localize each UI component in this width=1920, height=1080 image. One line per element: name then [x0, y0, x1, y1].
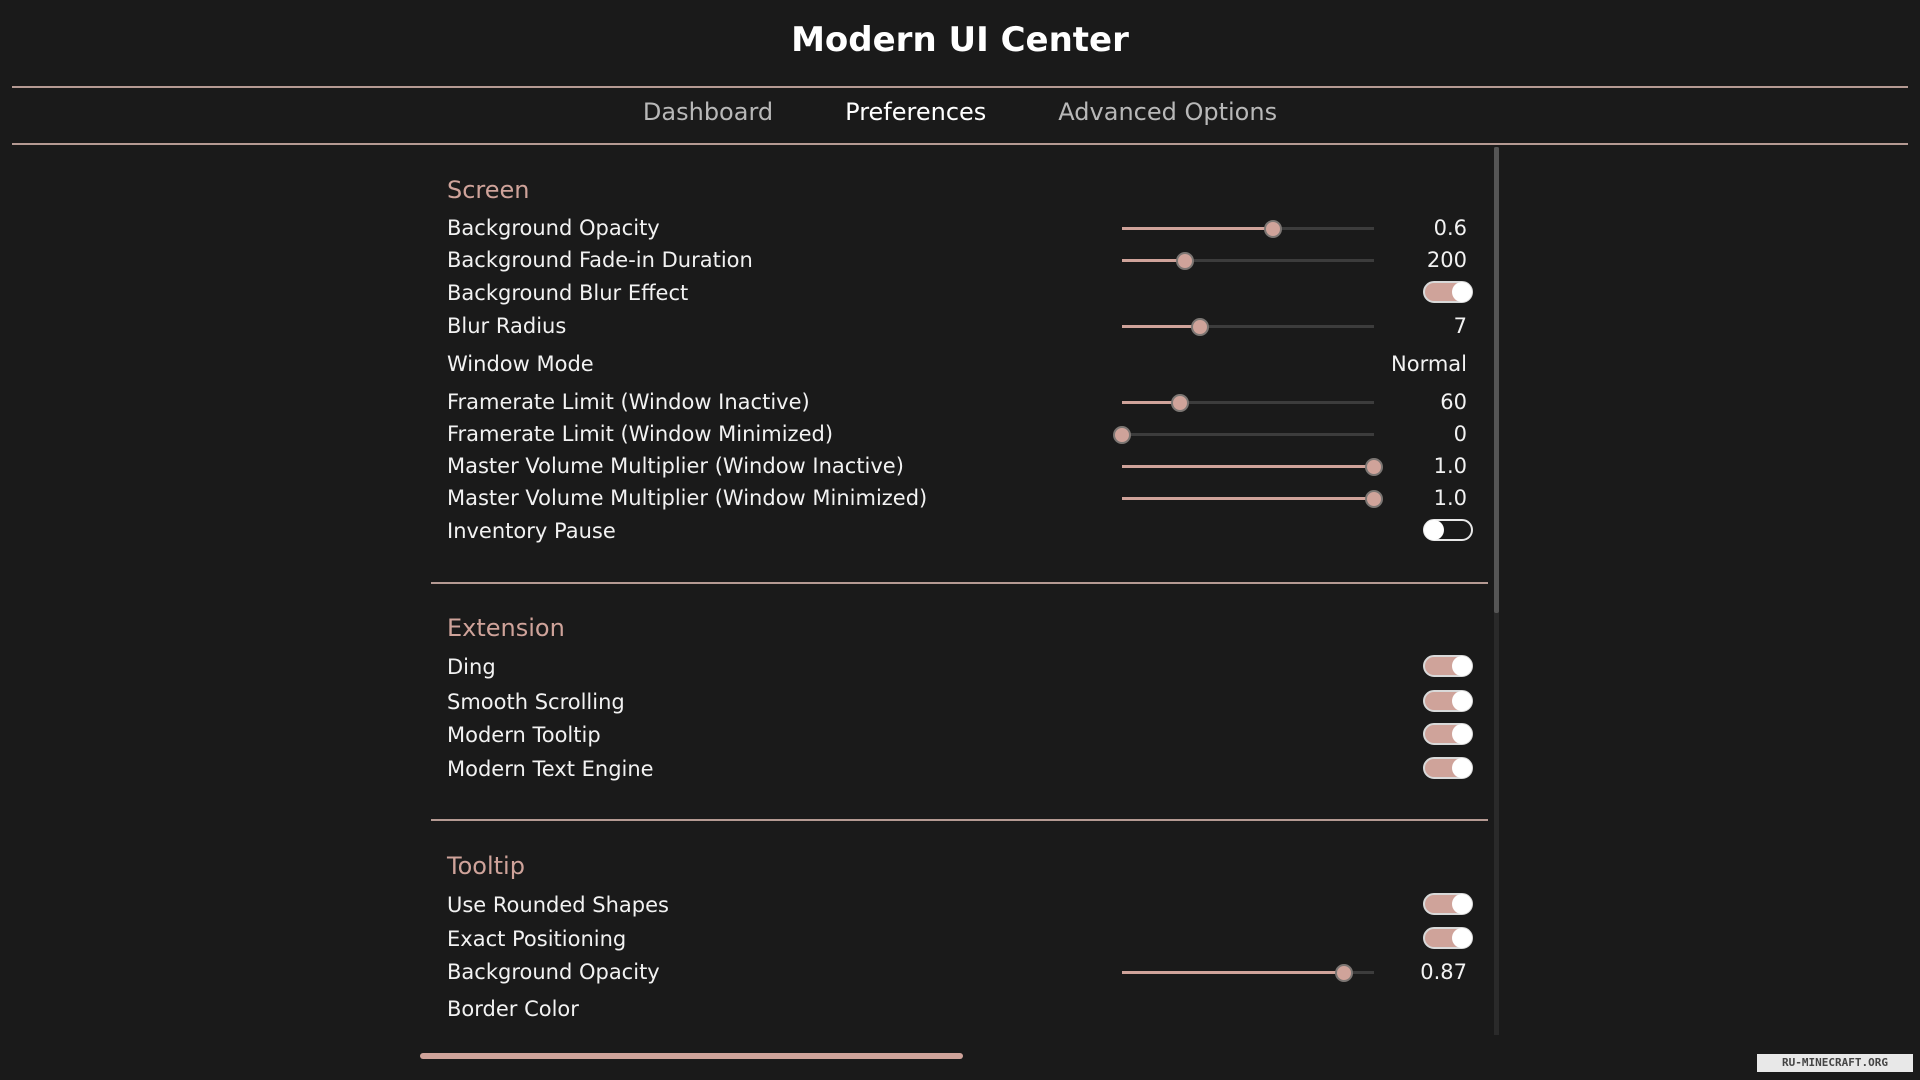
page-title: Modern UI Center	[791, 20, 1129, 60]
setting-label: Background Opacity	[447, 960, 660, 984]
slider-knob[interactable]	[1191, 318, 1210, 336]
tab-bar: Dashboard Preferences Advanced Options	[0, 98, 1920, 126]
setting-label: Master Volume Multiplier (Window Minimiz…	[447, 486, 928, 510]
setting-row-framerate-limit-window-inactive: Framerate Limit (Window Inactive) 60	[447, 386, 1477, 418]
section-title: Tooltip	[447, 852, 525, 880]
toggle-knob	[1424, 520, 1444, 540]
slider-knob[interactable]	[1365, 458, 1383, 476]
setting-row-window-mode: Window Mode Normal	[447, 348, 1477, 380]
setting-label: Ding	[447, 655, 496, 679]
slider-fill	[1122, 401, 1180, 404]
slider-fill	[1122, 465, 1374, 468]
slider-value: 7	[1453, 314, 1467, 338]
ding-toggle[interactable]	[1423, 655, 1473, 677]
inventory-pause-toggle[interactable]	[1423, 519, 1473, 541]
setting-row-use-rounded-shapes: Use Rounded Shapes	[447, 889, 1477, 921]
slider-knob[interactable]	[1176, 252, 1194, 270]
slider-value: 0.6	[1433, 216, 1467, 240]
watermark-logo: RU-MINECRAFT.ORG	[1757, 1054, 1913, 1072]
section-title: Extension	[447, 614, 565, 642]
master-volume-multiplier-window-inactive-slider[interactable]	[1122, 458, 1383, 476]
setting-row-border-color: Border Color	[447, 993, 1477, 1025]
setting-row-background-opacity: Background Opacity 0.87	[447, 956, 1477, 988]
toggle-knob	[1452, 656, 1472, 676]
slider-fill	[1122, 259, 1185, 262]
setting-label: Use Rounded Shapes	[447, 893, 669, 917]
toggle-knob	[1452, 928, 1472, 948]
toggle-knob	[1452, 758, 1472, 778]
slider-knob[interactable]	[1334, 964, 1353, 982]
use-rounded-shapes-toggle[interactable]	[1423, 893, 1473, 915]
setting-row-modern-text-engine: Modern Text Engine	[447, 753, 1477, 785]
setting-row-modern-tooltip: Modern Tooltip	[447, 719, 1477, 751]
background-fade-in-duration-slider[interactable]	[1122, 252, 1374, 270]
setting-label: Smooth Scrolling	[447, 690, 625, 714]
slider-value: 1.0	[1433, 454, 1467, 478]
blur-radius-slider[interactable]	[1122, 318, 1374, 336]
tab-dashboard[interactable]: Dashboard	[642, 98, 774, 126]
framerate-limit-window-inactive-slider[interactable]	[1122, 394, 1374, 412]
master-volume-multiplier-window-minimized-slider[interactable]	[1122, 490, 1383, 508]
slider-knob[interactable]	[1113, 426, 1131, 444]
setting-row-background-fade-in-duration: Background Fade-in Duration 200	[447, 244, 1477, 276]
slider-value: 0.87	[1420, 960, 1467, 984]
slider-knob[interactable]	[1170, 394, 1189, 412]
tabs-divider	[12, 143, 1908, 145]
tab-preferences[interactable]: Preferences	[845, 98, 987, 126]
slider-knob[interactable]	[1264, 220, 1283, 238]
header-divider	[12, 86, 1908, 88]
section-divider	[431, 582, 1488, 584]
slider-value: 60	[1440, 390, 1467, 414]
toggle-knob	[1452, 724, 1472, 744]
background-opacity-slider[interactable]	[1122, 964, 1374, 982]
setting-row-master-volume-multiplier-window-minimized: Master Volume Multiplier (Window Minimiz…	[447, 482, 1477, 514]
slider-fill	[1122, 325, 1201, 328]
setting-row-ding: Ding	[447, 651, 1477, 683]
setting-label: Window Mode	[447, 352, 594, 376]
setting-label: Modern Text Engine	[447, 757, 654, 781]
background-blur-effect-toggle[interactable]	[1423, 281, 1473, 303]
setting-label: Blur Radius	[447, 314, 567, 338]
slider-value: 0	[1453, 422, 1467, 446]
modern-tooltip-toggle[interactable]	[1423, 723, 1473, 745]
exact-positioning-toggle[interactable]	[1423, 927, 1473, 949]
vertical-scrollbar-thumb[interactable]	[1494, 147, 1499, 613]
setting-row-framerate-limit-window-minimized: Framerate Limit (Window Minimized) 0	[447, 418, 1477, 450]
section-divider	[431, 819, 1488, 821]
setting-row-smooth-scrolling: Smooth Scrolling	[447, 686, 1477, 718]
setting-label: Exact Positioning	[447, 927, 627, 951]
slider-fill	[1122, 227, 1274, 230]
modern-text-engine-toggle[interactable]	[1423, 757, 1473, 779]
setting-row-master-volume-multiplier-window-inactive: Master Volume Multiplier (Window Inactiv…	[447, 450, 1477, 482]
framerate-limit-window-minimized-slider[interactable]	[1113, 426, 1374, 444]
section-title: Screen	[447, 176, 530, 204]
setting-label: Framerate Limit (Window Minimized)	[447, 422, 834, 446]
setting-row-background-opacity: Background Opacity 0.6	[447, 212, 1477, 244]
toggle-knob	[1452, 894, 1472, 914]
smooth-scrolling-toggle[interactable]	[1423, 690, 1473, 712]
slider-fill	[1122, 971, 1344, 974]
window-mode-select[interactable]: Normal	[1391, 352, 1467, 376]
setting-row-blur-radius: Blur Radius 7	[447, 310, 1477, 342]
slider-value: 200	[1426, 248, 1467, 272]
setting-row-background-blur-effect: Background Blur Effect	[447, 277, 1477, 309]
setting-label: Inventory Pause	[447, 519, 616, 543]
setting-label: Master Volume Multiplier (Window Inactiv…	[447, 454, 904, 478]
setting-label: Framerate Limit (Window Inactive)	[447, 390, 810, 414]
setting-label: Modern Tooltip	[447, 723, 601, 747]
setting-label: Border Color	[447, 997, 579, 1021]
setting-row-inventory-pause: Inventory Pause	[447, 515, 1477, 547]
toggle-knob	[1452, 282, 1472, 302]
setting-label: Background Fade-in Duration	[447, 248, 753, 272]
horizontal-scrollbar-thumb[interactable]	[420, 1053, 963, 1059]
background-opacity-slider[interactable]	[1122, 220, 1374, 238]
setting-label: Background Blur Effect	[447, 281, 689, 305]
toggle-knob	[1452, 691, 1472, 711]
slider-value: 1.0	[1433, 486, 1467, 510]
slider-fill	[1122, 497, 1374, 500]
slider-knob[interactable]	[1365, 490, 1383, 508]
setting-label: Background Opacity	[447, 216, 660, 240]
setting-row-exact-positioning: Exact Positioning	[447, 923, 1477, 955]
tab-advanced-options[interactable]: Advanced Options	[1058, 98, 1278, 126]
